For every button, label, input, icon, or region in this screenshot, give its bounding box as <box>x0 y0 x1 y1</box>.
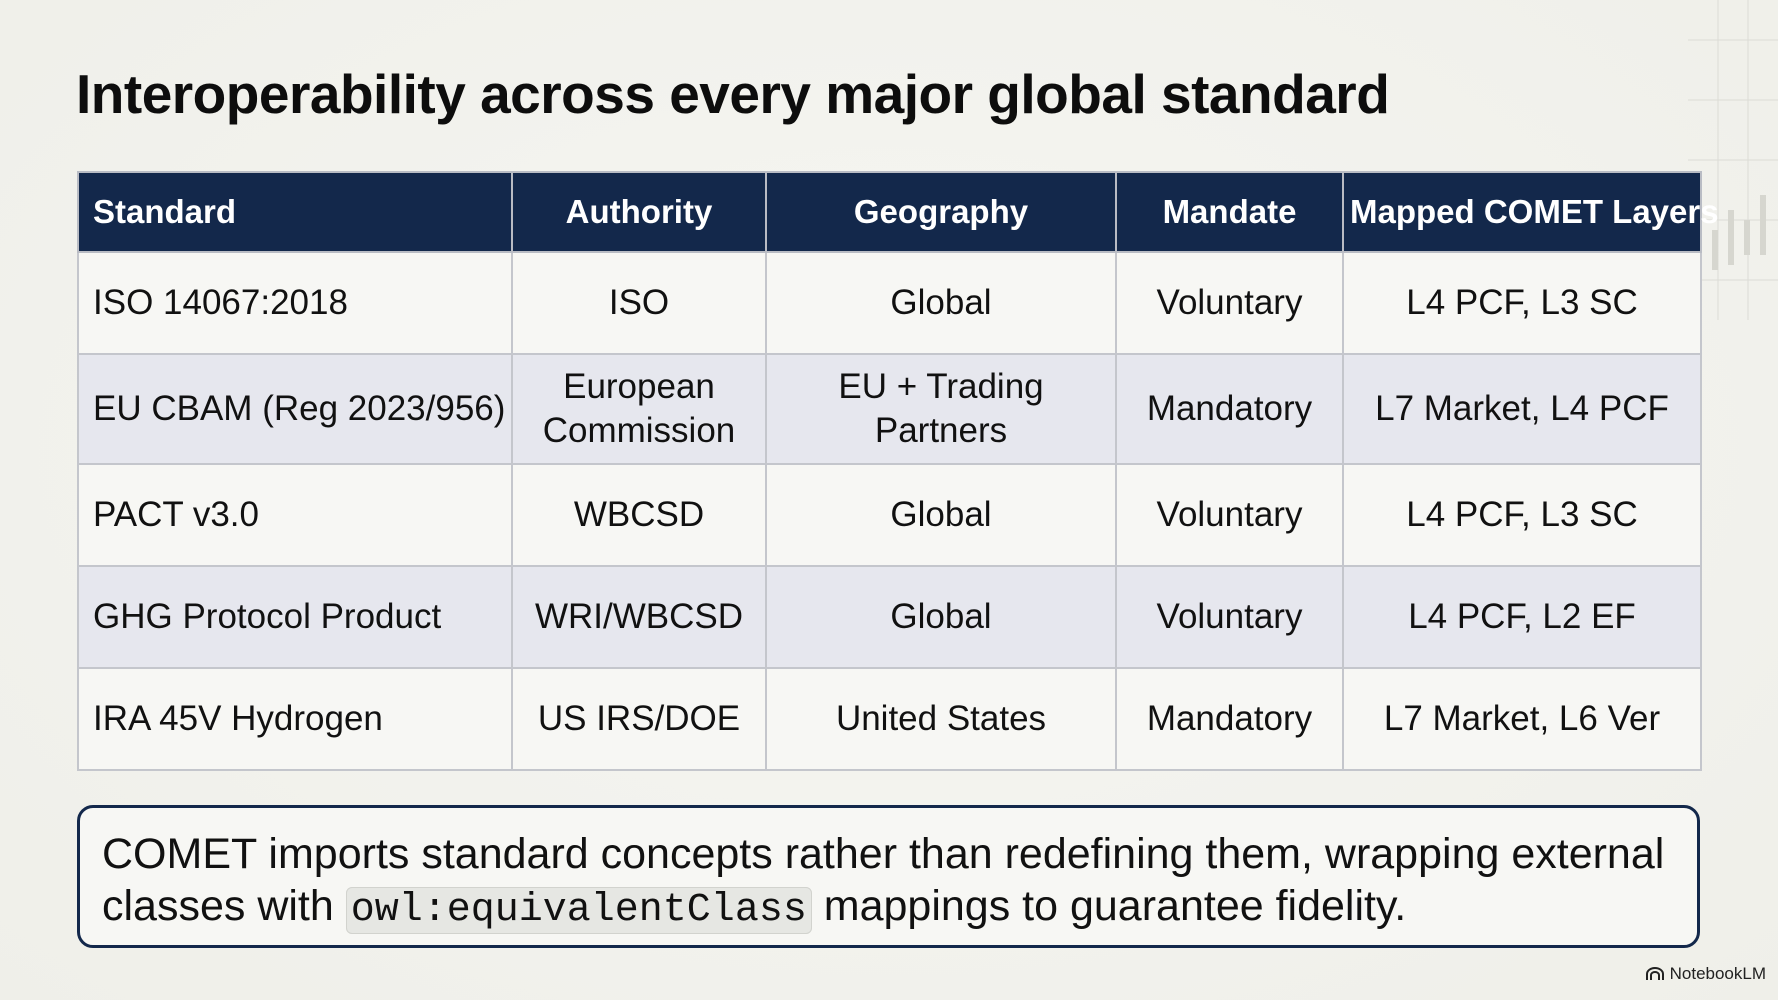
cell-geography: Global <box>765 251 1117 355</box>
column-header-authority: Authority <box>511 171 767 253</box>
column-header-standard: Standard <box>77 171 513 253</box>
table-row: PACT v3.0 WBCSD Global Voluntary L4 PCF,… <box>77 463 1702 567</box>
cell-mapped-layers: L4 PCF, L3 SC <box>1342 463 1702 567</box>
cell-mandate: Voluntary <box>1115 251 1344 355</box>
brand-watermark: NotebookLM <box>1645 964 1766 984</box>
table-row: GHG Protocol Product WRI/WBCSD Global Vo… <box>77 565 1702 669</box>
callout-text-before: COMET imports standard concepts rather t… <box>102 830 1665 930</box>
cell-authority: WRI/WBCSD <box>511 565 767 669</box>
standards-table: Standard Authority Geography Mandate Map… <box>77 171 1719 771</box>
column-header-mapped-comet-layers: Mapped COMET Layers <box>1342 171 1719 253</box>
callout-text-after: mappings to guarantee fidelity. <box>811 882 1407 930</box>
cell-authority: WBCSD <box>511 463 767 567</box>
notebooklm-logo-icon <box>1645 967 1664 980</box>
cell-mandate: Mandatory <box>1115 667 1344 771</box>
table-row: ISO 14067:2018 ISO Global Voluntary L4 P… <box>77 251 1702 355</box>
cell-authority: European Commission <box>511 353 767 465</box>
cell-mandate: Mandatory <box>1115 353 1344 465</box>
cell-mapped-layers: L4 PCF, L2 EF <box>1342 565 1702 669</box>
cell-standard: ISO 14067:2018 <box>77 251 513 355</box>
cell-standard: GHG Protocol Product <box>77 565 513 669</box>
cell-mapped-layers: L4 PCF, L3 SC <box>1342 251 1702 355</box>
cell-authority: US IRS/DOE <box>511 667 767 771</box>
cell-mandate: Voluntary <box>1115 565 1344 669</box>
column-header-geography: Geography <box>765 171 1117 253</box>
table-row: IRA 45V Hydrogen US IRS/DOE United State… <box>77 667 1702 771</box>
table-row: EU CBAM (Reg 2023/956) European Commissi… <box>77 353 1702 465</box>
cell-geography: EU + Trading Partners <box>765 353 1117 465</box>
cell-standard: IRA 45V Hydrogen <box>77 667 513 771</box>
callout-code: owl:equivalentClass <box>345 887 812 934</box>
cell-standard: EU CBAM (Reg 2023/956) <box>77 353 513 465</box>
cell-standard: PACT v3.0 <box>77 463 513 567</box>
cell-mapped-layers: L7 Market, L6 Ver <box>1342 667 1702 771</box>
column-header-mandate: Mandate <box>1115 171 1344 253</box>
cell-mapped-layers: L7 Market, L4 PCF <box>1342 353 1702 465</box>
cell-mandate: Voluntary <box>1115 463 1344 567</box>
callout-box: COMET imports standard concepts rather t… <box>77 805 1700 948</box>
cell-geography: Global <box>765 565 1117 669</box>
cell-authority: ISO <box>511 251 767 355</box>
page-title: Interoperability across every major glob… <box>76 63 1390 125</box>
cell-geography: Global <box>765 463 1117 567</box>
brand-label: NotebookLM <box>1669 964 1766 983</box>
table-header-row: Standard Authority Geography Mandate Map… <box>77 171 1719 253</box>
chart-watermark-decoration <box>1688 0 1778 320</box>
cell-geography: United States <box>765 667 1117 771</box>
